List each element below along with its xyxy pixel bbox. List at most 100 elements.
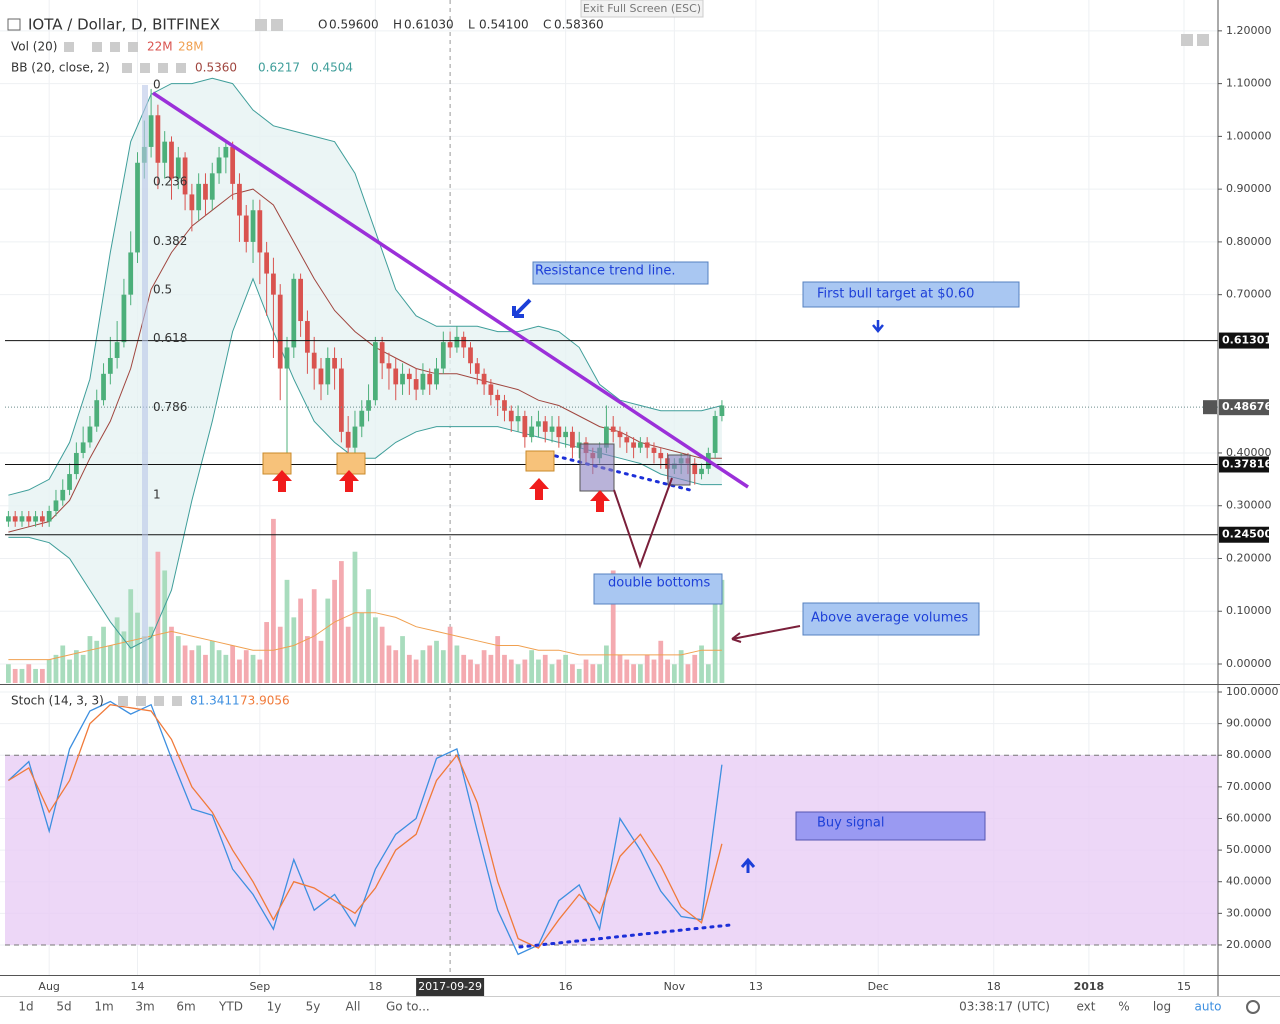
volume-bar <box>413 659 419 683</box>
range-button[interactable]: All <box>346 1000 361 1014</box>
icon[interactable] <box>176 63 186 73</box>
candle-body <box>692 463 698 475</box>
icon[interactable] <box>122 63 132 73</box>
icon[interactable] <box>136 696 146 706</box>
candle-body <box>529 426 535 438</box>
volume-bar <box>488 654 494 683</box>
range-button[interactable]: YTD <box>218 1000 243 1014</box>
icon[interactable] <box>110 42 120 52</box>
collapse-icon[interactable] <box>7 18 21 31</box>
volume-bar <box>468 659 473 683</box>
option-button[interactable]: log <box>1153 1000 1171 1014</box>
range-button[interactable]: 1d <box>18 1000 33 1014</box>
exit-button[interactable] <box>580 0 704 18</box>
volume-bar <box>325 598 331 683</box>
volume-bar <box>175 636 181 683</box>
volume-ma <box>8 612 722 661</box>
candle-body <box>67 474 72 490</box>
y-tick-label: 1.20000 <box>1226 24 1272 37</box>
annotation: Above average volumes <box>811 611 968 626</box>
candle-body <box>298 278 303 322</box>
note-box <box>532 261 709 285</box>
volume-bar <box>692 654 698 683</box>
candle-body <box>60 489 66 501</box>
candle-body <box>284 347 290 369</box>
volume-bar <box>665 659 670 683</box>
v-lines <box>613 477 673 570</box>
candle-body <box>318 368 324 385</box>
icon[interactable] <box>140 63 150 73</box>
volume-bar <box>372 617 378 683</box>
option-button[interactable]: ext <box>1077 1000 1096 1014</box>
volume-bar <box>46 659 52 683</box>
icon[interactable] <box>172 696 182 706</box>
bb-value: 0.6217 <box>258 61 300 75</box>
volume-bar <box>148 626 154 683</box>
range-button[interactable]: 6m <box>176 1000 195 1014</box>
candle-body <box>610 426 616 432</box>
candle-body <box>250 210 256 242</box>
volume-bar <box>617 654 623 683</box>
volume-bar <box>495 636 501 683</box>
range-button[interactable]: 5d <box>56 1000 71 1014</box>
settings-icon[interactable] <box>1246 1000 1260 1014</box>
candle-body <box>372 342 378 401</box>
candle-body <box>420 373 426 390</box>
fib-label: 0.382 <box>153 234 187 248</box>
volume-bar <box>182 645 188 683</box>
volume-bar <box>39 668 45 683</box>
volume-bar <box>107 645 113 683</box>
icon[interactable] <box>154 696 164 706</box>
candle-body <box>189 194 195 211</box>
option-button[interactable]: % <box>1118 1000 1129 1014</box>
volume-bar <box>502 654 507 683</box>
volume-bar <box>542 654 548 683</box>
icon[interactable] <box>271 19 283 31</box>
up-arrow-blue <box>740 857 756 873</box>
volume-bar <box>12 668 18 683</box>
volume-bar <box>420 650 426 683</box>
range-button[interactable]: 1m <box>94 1000 113 1014</box>
volume-bar <box>264 622 270 683</box>
volume-bar <box>461 654 467 683</box>
icon[interactable] <box>128 42 138 52</box>
candle-body <box>651 447 657 453</box>
volume-bar <box>434 640 439 683</box>
range-button[interactable]: 1y <box>267 1000 282 1014</box>
up-arrow <box>529 478 549 500</box>
icon[interactable] <box>255 19 267 31</box>
volume-bar <box>719 579 725 683</box>
level-plus[interactable] <box>1203 400 1217 415</box>
volume-bar <box>631 664 636 683</box>
goto-button[interactable]: Go to... <box>386 1000 430 1014</box>
icon[interactable] <box>118 696 128 706</box>
ohlc-legend: O 0.59600 H 0.61030 L 0.54100 C 0.58360 <box>318 18 604 32</box>
range-button[interactable]: 5y <box>306 1000 321 1014</box>
exit-label[interactable]: Exit Full Screen (ESC) <box>583 2 701 15</box>
level-label-box <box>1219 399 1269 416</box>
volume-bar <box>19 668 25 683</box>
bb-basis <box>8 188 722 533</box>
candle-body <box>393 368 399 385</box>
icon[interactable] <box>1197 34 1209 46</box>
icon[interactable] <box>64 42 74 52</box>
y-tick-label: 60.0000 <box>1226 811 1272 824</box>
candle-body <box>502 400 507 411</box>
candle-body <box>604 426 609 448</box>
volume-bar <box>406 654 412 683</box>
volume-bar <box>33 668 38 683</box>
range-button[interactable]: 3m <box>135 1000 154 1014</box>
candle-body <box>631 442 636 448</box>
icon[interactable] <box>92 42 102 52</box>
icon[interactable] <box>1181 34 1193 46</box>
icon[interactable] <box>158 63 168 73</box>
volume-bar <box>230 645 236 683</box>
volume-bar <box>196 645 202 683</box>
candle-body <box>549 426 555 432</box>
blue-arrow <box>512 298 532 318</box>
candle-body <box>570 431 575 448</box>
candle-body <box>182 157 188 195</box>
option-button[interactable]: auto <box>1194 1000 1221 1014</box>
candle-body <box>461 336 467 348</box>
candle-body <box>454 336 460 348</box>
